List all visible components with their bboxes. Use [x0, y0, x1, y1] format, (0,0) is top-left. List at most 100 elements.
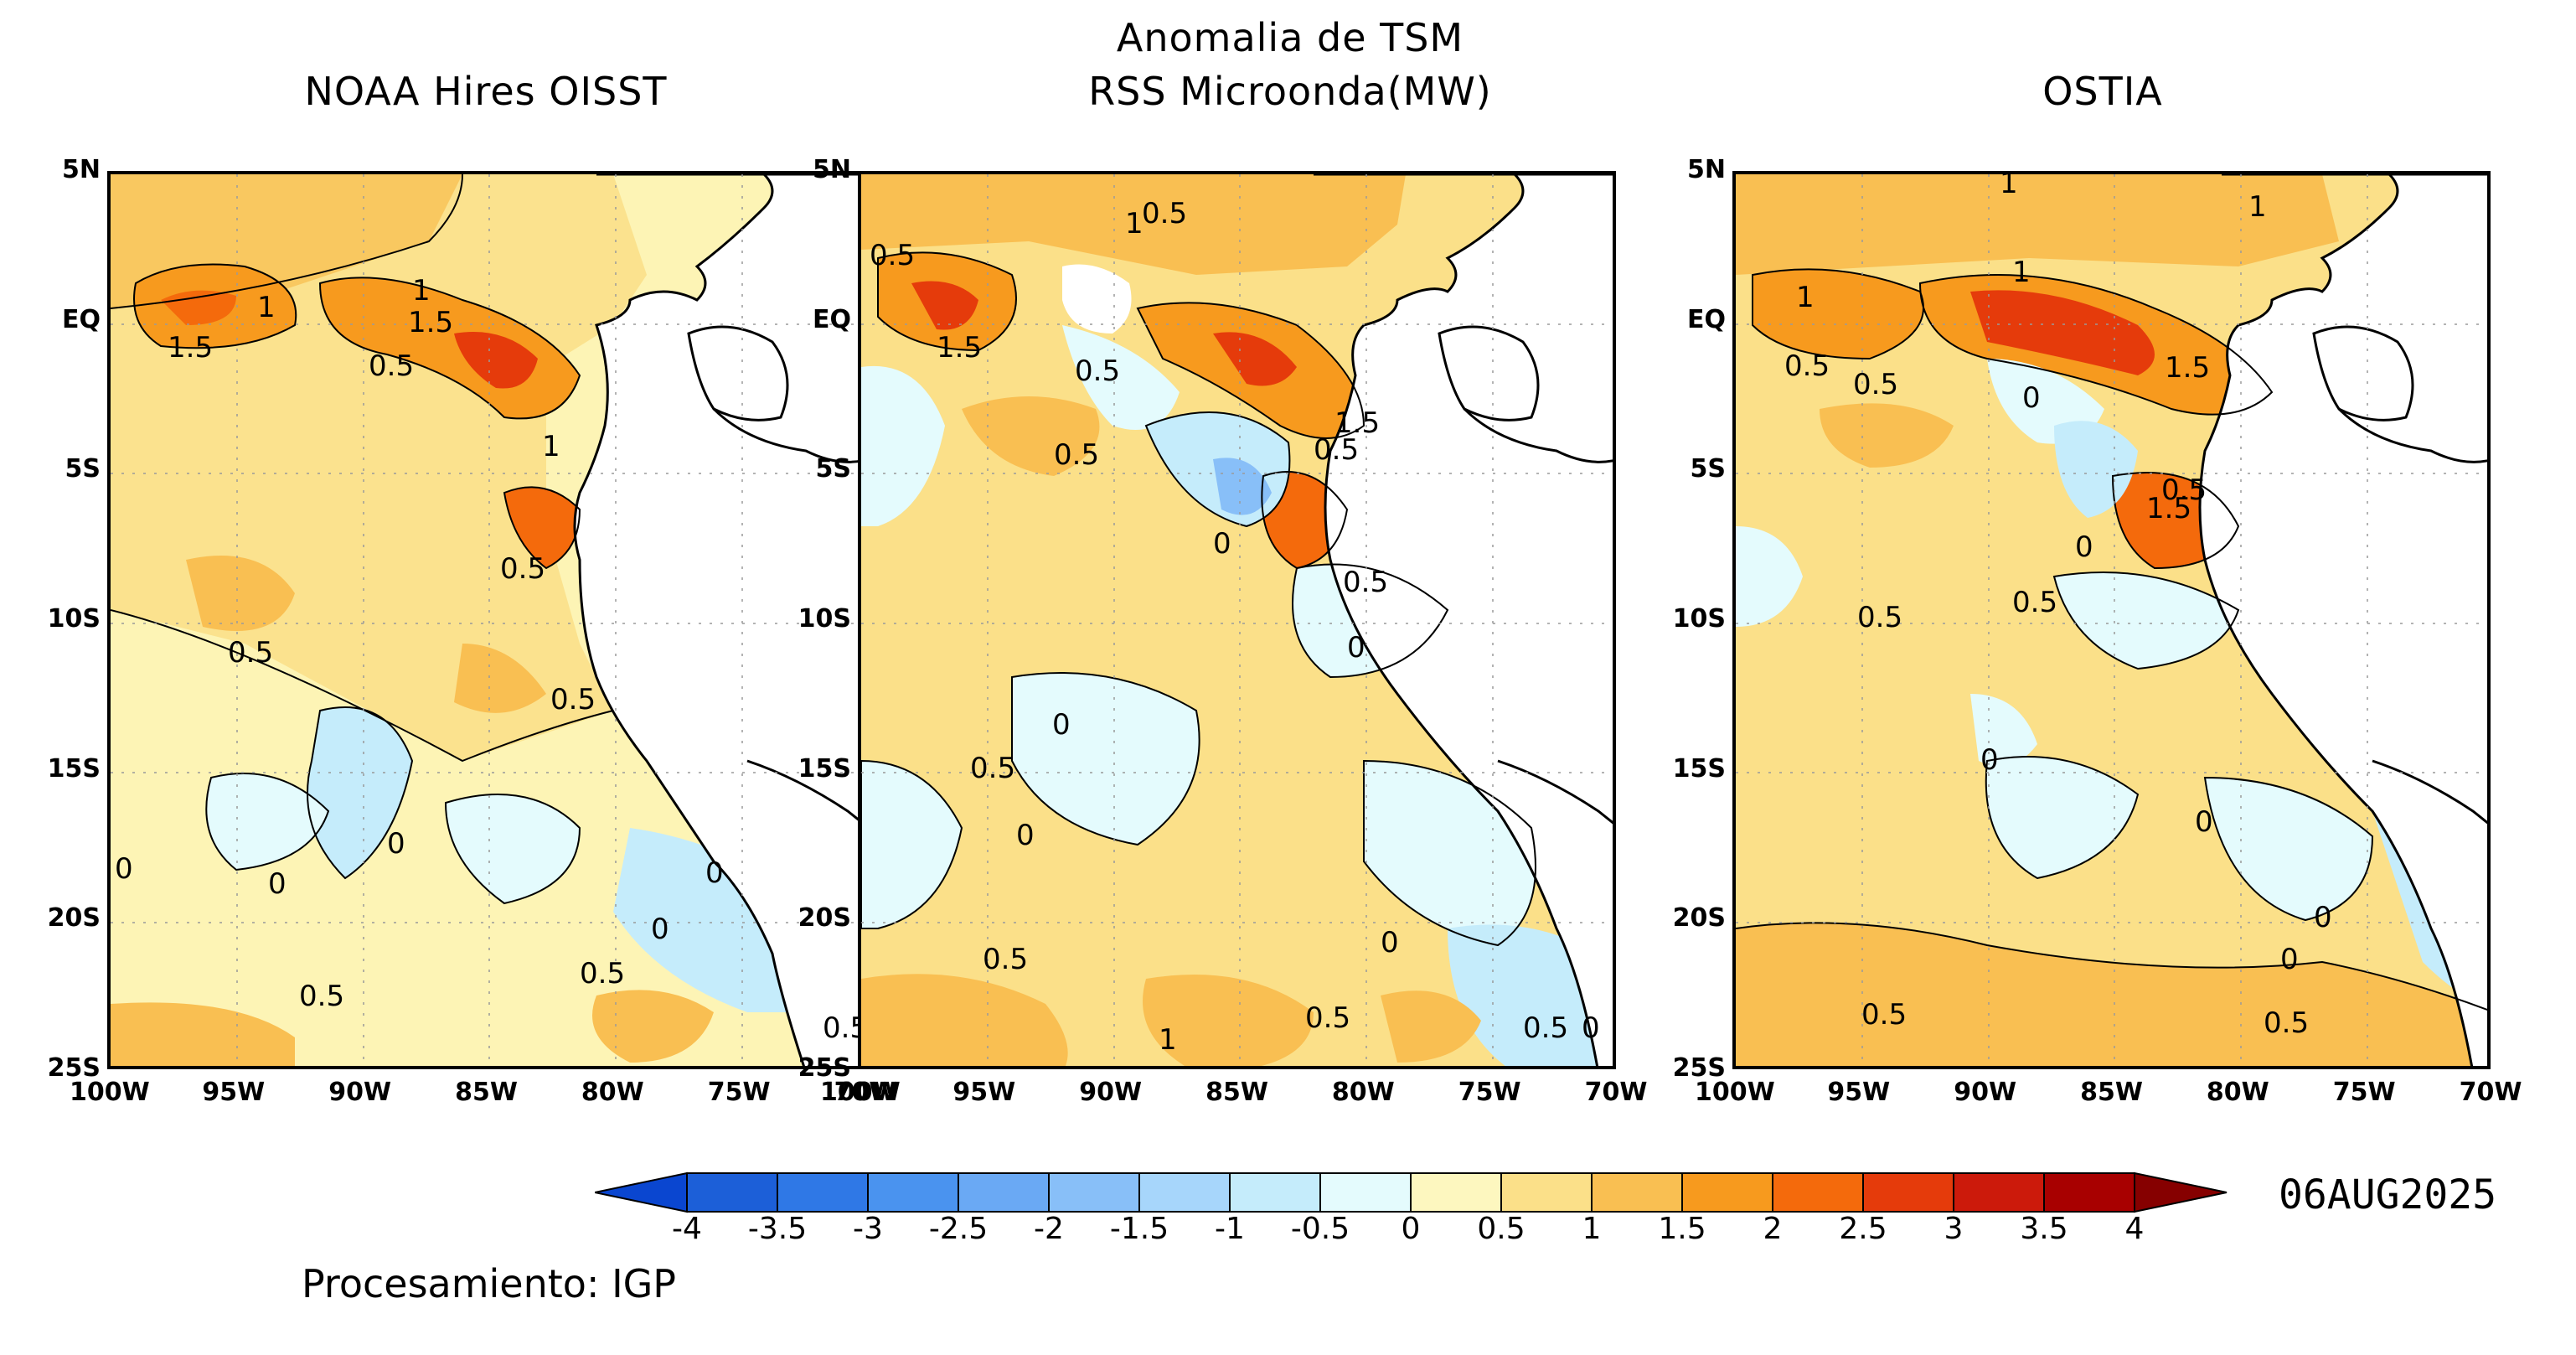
colorbar-segment — [1048, 1172, 1140, 1213]
x-tick-label: 75W — [2332, 1078, 2396, 1107]
colorbar-tick-label: -2.5 — [928, 1212, 989, 1246]
colorbar-tick-label: -1 — [1215, 1212, 1245, 1246]
contour-label: 0.5 — [970, 752, 1015, 785]
contour-label: 0.5 — [1784, 349, 1830, 383]
main-title-line1: Anomalia de TSM — [1116, 15, 1464, 60]
x-tick-label: 80W — [1331, 1078, 1395, 1107]
y-tick-label: EQ — [1687, 304, 1726, 334]
x-tick-label: 80W — [2206, 1078, 2269, 1107]
contour-label: 0 — [2022, 381, 2041, 415]
contour-label: 1 — [2248, 190, 2267, 224]
contour-label: 0.5 — [1054, 438, 1099, 472]
colorbar-tick-label: 3 — [1944, 1212, 1964, 1246]
colorbar-tick-label: -2 — [1034, 1212, 1064, 1246]
x-tick-label: 70W — [2459, 1078, 2522, 1107]
y-tick-label: 15S — [1672, 753, 1726, 784]
y-tick-label: 5N — [1687, 155, 1726, 184]
contour-label: 1.5 — [2146, 492, 2191, 525]
x-tick-label: 100W — [820, 1078, 901, 1107]
contour-label: 0 — [1582, 1011, 1600, 1045]
contour-label: 0.5 — [870, 239, 915, 272]
contour-label: 0 — [651, 913, 669, 946]
colorbar-tick-label: -3 — [853, 1212, 883, 1246]
x-tick-label: 90W — [1079, 1078, 1143, 1107]
colorbar-tick-label: 0.5 — [1477, 1212, 1525, 1246]
contour-label: 0.5 — [1861, 998, 1907, 1032]
contour-label: 1.5 — [168, 331, 213, 365]
map-canvas-ostia: 1 1 1 1 0.5 0.5 0 1.5 1.5 0.5 0 0.5 0.5 … — [1736, 174, 2487, 1066]
x-tick-label: 70W — [1584, 1078, 1648, 1107]
contour-label: 0.5 — [228, 636, 273, 670]
contour-label: 0 — [1016, 819, 1035, 852]
y-tick-label: 15S — [798, 753, 851, 784]
x-tick-label: 70W — [834, 1078, 897, 1107]
contour-label: 0 — [268, 867, 287, 901]
y-tick-label: 10S — [47, 604, 101, 634]
x-tick-label: 95W — [1827, 1078, 1891, 1107]
x-tick-label: 95W — [202, 1078, 266, 1107]
contour-label: 0 — [2075, 530, 2093, 564]
colorbar-segment — [1772, 1172, 1864, 1213]
contour-label: 0.5 — [500, 552, 545, 586]
y-tick-label: 25S — [1672, 1053, 1726, 1083]
contour-label: 1 — [1159, 1023, 1177, 1057]
colorbar-segment — [1138, 1172, 1231, 1213]
contour-label: 0.5 — [1343, 566, 1388, 599]
colorbar-tick-label: 4 — [2124, 1212, 2145, 1246]
colorbar-tick-label: 2 — [1763, 1212, 1783, 1246]
x-tick-label: 95W — [952, 1078, 1016, 1107]
contour-label: 1.5 — [2165, 351, 2210, 385]
contour-label: 1 — [1796, 281, 1815, 314]
y-tick-label: 5S — [815, 454, 851, 484]
contour-label: 0.5 — [299, 980, 344, 1013]
colorbar-segment — [2043, 1172, 2135, 1213]
main-title-line2: RSS Microonda(MW) — [1088, 69, 1492, 114]
y-tick-label: 10S — [798, 604, 851, 634]
contour-label: 0 — [1381, 926, 1399, 959]
y-tick-label: EQ — [813, 304, 851, 334]
colorbar-tick-label: 1.5 — [1658, 1212, 1706, 1246]
x-tick-label: 100W — [1695, 1078, 1775, 1107]
contour-label: 0.5 — [823, 1011, 865, 1045]
contour-label: 0.5 — [1853, 368, 1898, 401]
contour-label: 0 — [1052, 708, 1071, 742]
x-tick-label: 80W — [581, 1078, 644, 1107]
colorbar-tick-label: 1 — [1582, 1212, 1602, 1246]
contour-label: 0.5 — [1314, 433, 1359, 467]
contour-label: 0.5 — [580, 957, 625, 990]
y-tick-label: 5S — [65, 454, 101, 484]
y-tick-label: 20S — [1672, 903, 1726, 934]
contour-label: 1.5 — [937, 331, 982, 365]
contour-label: 0 — [1213, 527, 1231, 561]
contour-label: 1 — [412, 274, 431, 308]
contour-label: 0.5 — [1305, 1001, 1350, 1035]
panel-title-noaa: NOAA Hires OISST — [304, 69, 668, 114]
contour-label: 0 — [2195, 805, 2213, 839]
colorbar-tick-label: 0 — [1401, 1212, 1421, 1246]
contour-label: 1 — [2012, 256, 2031, 289]
date-label: 06AUG2025 — [2279, 1171, 2497, 1218]
x-tick-label: 85W — [455, 1078, 518, 1107]
colorbar-over-arrow — [2134, 1171, 2228, 1213]
colorbar-segment — [1500, 1172, 1593, 1213]
x-tick-label: 100W — [70, 1078, 150, 1107]
x-tick-label: 90W — [1954, 1078, 2017, 1107]
x-tick-label: 85W — [1205, 1078, 1268, 1107]
colorbar-segment — [867, 1172, 959, 1213]
colorbar-tick-label: 3.5 — [2020, 1212, 2068, 1246]
contour-label: 0.5 — [1142, 197, 1187, 230]
contour-label: 0.5 — [2012, 586, 2057, 619]
map-panel-noaa: 1.5 1 1 1.5 0.5 1 0.5 0.5 0.5 0 0 0 0 0.… — [107, 171, 865, 1069]
contour-label: 0.5 — [369, 349, 414, 383]
y-tick-label: 5S — [1690, 454, 1726, 484]
contour-label: 0 — [387, 827, 405, 861]
colorbar-segment — [1229, 1172, 1321, 1213]
colorbar-segment — [686, 1172, 778, 1213]
contour-label: 0.5 — [1523, 1011, 1568, 1045]
colorbar-segment — [1681, 1172, 1773, 1213]
credit-label: Procesamiento: IGP — [302, 1261, 677, 1306]
contour-label: 1 — [2000, 174, 2018, 200]
contour-label: 0 — [705, 856, 724, 890]
contour-label: 0.5 — [1857, 601, 1902, 634]
colorbar-tick-label: 2.5 — [1839, 1212, 1887, 1246]
